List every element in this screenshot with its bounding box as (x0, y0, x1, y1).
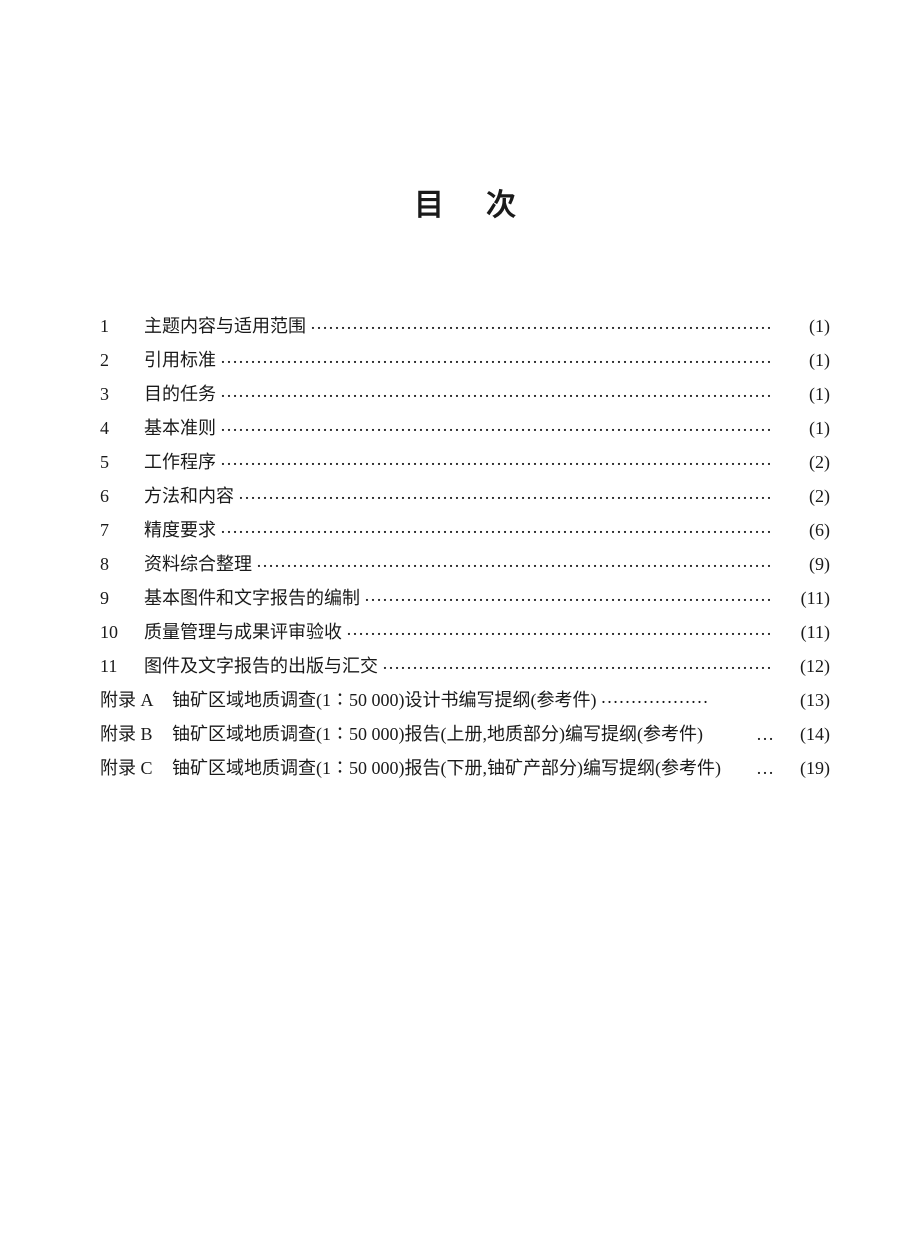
toc-label: 精度要求 (144, 520, 216, 540)
toc-leader (220, 450, 770, 468)
toc-number: 附录 A (100, 691, 172, 709)
toc-leader (382, 654, 770, 672)
toc-label: 工作程序 (144, 452, 216, 472)
toc-row-appendix: 附录 B 铀矿区域地质调查(1∶50 000)报告(上册,地质部分)编写提纲(参… (100, 722, 830, 743)
toc-leader (220, 518, 770, 536)
toc-page: (1) (774, 419, 830, 437)
toc-leader (346, 620, 770, 638)
toc-label: 铀矿区域地质调查(1∶50 000)报告(上册,地质部分)编写提纲(参考件) (172, 724, 703, 744)
toc-page: (1) (774, 351, 830, 369)
toc-row: 1 主题内容与适用范围 (1) (100, 314, 830, 335)
toc-leader (220, 348, 770, 366)
toc-label: 资料综合整理 (144, 554, 252, 574)
toc-number: 3 (100, 385, 144, 403)
toc-page: (1) (774, 385, 830, 403)
toc-leader (600, 688, 770, 706)
toc-label: 目的任务 (144, 384, 216, 404)
toc-leader (220, 416, 770, 434)
toc-leader (256, 552, 770, 570)
toc-page: (6) (774, 521, 830, 539)
toc-page: (2) (774, 487, 830, 505)
toc-label: 铀矿区域地质调查(1∶50 000)报告(下册,铀矿产部分)编写提纲(参考件) (172, 758, 721, 778)
toc-row: 2 引用标准 (1) (100, 348, 830, 369)
toc-page: (11) (774, 623, 830, 641)
toc-label: 基本图件和文字报告的编制 (144, 588, 360, 608)
toc-page: (2) (774, 453, 830, 471)
toc-trail: … (752, 725, 774, 743)
toc-number: 1 (100, 317, 144, 335)
toc-row: 9 基本图件和文字报告的编制 (11) (100, 586, 830, 607)
toc-number: 5 (100, 453, 144, 471)
toc-page: (12) (774, 657, 830, 675)
toc-number: 附录 B (100, 725, 172, 743)
toc-leader (364, 586, 770, 604)
toc-label: 图件及文字报告的出版与汇交 (144, 656, 378, 676)
toc-number: 7 (100, 521, 144, 539)
toc-row: 6 方法和内容 (2) (100, 484, 830, 505)
toc-row-appendix: 附录 C 铀矿区域地质调查(1∶50 000)报告(下册,铀矿产部分)编写提纲(… (100, 756, 830, 777)
toc-page: (13) (774, 691, 830, 709)
toc-number: 10 (100, 623, 144, 641)
toc-row: 11 图件及文字报告的出版与汇交 (12) (100, 654, 830, 675)
toc-row: 7 精度要求 (6) (100, 518, 830, 539)
toc-row: 3 目的任务 (1) (100, 382, 830, 403)
toc-title: 目次 (100, 180, 830, 224)
toc-page: (9) (774, 555, 830, 573)
toc: 1 主题内容与适用范围 (1) 2 引用标准 (1) 3 目的任务 (1) 4 … (100, 314, 830, 777)
toc-leader (707, 722, 748, 740)
toc-leader (220, 382, 770, 400)
toc-leader (725, 756, 748, 774)
toc-page: (1) (774, 317, 830, 335)
toc-row: 10 质量管理与成果评审验收 (11) (100, 620, 830, 641)
toc-row-appendix: 附录 A 铀矿区域地质调查(1∶50 000)设计书编写提纲(参考件) (13) (100, 688, 830, 709)
toc-label: 方法和内容 (144, 486, 234, 506)
toc-label: 主题内容与适用范围 (144, 316, 306, 336)
toc-label: 铀矿区域地质调查(1∶50 000)设计书编写提纲(参考件) (172, 690, 596, 710)
toc-page: (19) (774, 759, 830, 777)
toc-number: 6 (100, 487, 144, 505)
toc-label: 基本准则 (144, 418, 216, 438)
toc-number: 9 (100, 589, 144, 607)
toc-row: 8 资料综合整理 (9) (100, 552, 830, 573)
page: 目次 1 主题内容与适用范围 (1) 2 引用标准 (1) 3 目的任务 (1)… (0, 0, 920, 1259)
toc-page: (14) (774, 725, 830, 743)
toc-trail: … (752, 759, 774, 777)
toc-page: (11) (774, 589, 830, 607)
toc-number: 附录 C (100, 759, 172, 777)
toc-row: 5 工作程序 (2) (100, 450, 830, 471)
toc-number: 8 (100, 555, 144, 573)
toc-number: 11 (100, 657, 144, 675)
toc-label: 质量管理与成果评审验收 (144, 622, 342, 642)
toc-number: 2 (100, 351, 144, 369)
toc-label: 引用标准 (144, 350, 216, 370)
toc-row: 4 基本准则 (1) (100, 416, 830, 437)
toc-leader (310, 314, 770, 332)
toc-number: 4 (100, 419, 144, 437)
toc-leader (238, 484, 770, 502)
